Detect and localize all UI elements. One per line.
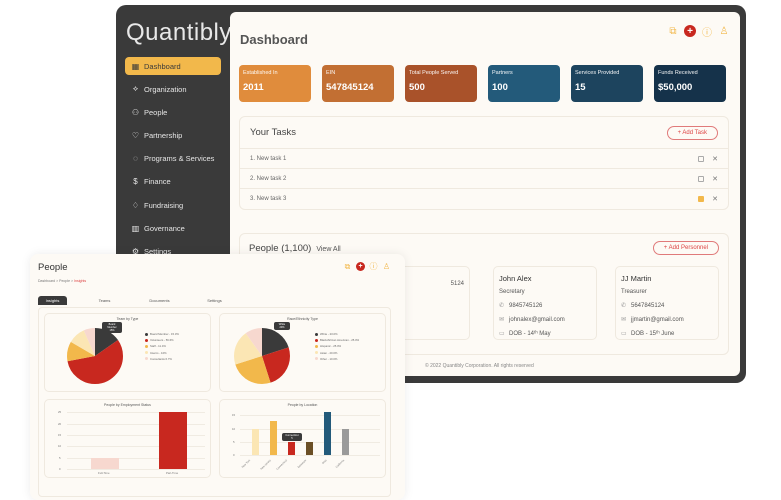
add-task-button[interactable]: + Add Task (666, 125, 718, 140)
phone-icon: ✆ (499, 303, 505, 309)
close-icon[interactable]: ✕ (712, 175, 718, 183)
person-card[interactable]: John Alex Secretary ✆ 9845745126 ✉ johnale… (493, 266, 597, 340)
sidebar-item-people[interactable]: ⚇ People (131, 107, 168, 117)
sidebar-item-fundraising[interactable]: ♢ Fundraising (131, 200, 184, 210)
programs-icon: ◌ (133, 154, 138, 164)
chart-employment-status: People by Employment Status 25 20 15 10 … (44, 399, 211, 478)
person-card[interactable]: JJ Martin Treasurer ✆ 5647845124 ✉ jjmarti… (615, 266, 719, 340)
stat-people-served: Total People Served 500 (405, 65, 477, 102)
sidebar-item-organization[interactable]: ⟡ Organization (132, 84, 187, 94)
people-icon: ⚇ (131, 107, 140, 117)
user-icon[interactable]: ♙ (382, 262, 391, 271)
phone-icon: ✆ (621, 303, 627, 309)
stat-established: Established In 2011 (239, 65, 311, 102)
bar-new-york[interactable] (252, 429, 259, 455)
view-all-link[interactable]: View All (316, 246, 341, 253)
chart-legend: White - 20.0% Black/African American - 2… (315, 332, 359, 363)
sidebar-item-partnership[interactable]: ♡ Partnership (131, 131, 183, 141)
stat-funds: Funds Received $50,000 (654, 65, 726, 102)
bar-delaware[interactable] (306, 442, 313, 455)
sidebar-nav: ▦ Dashboard ⟡ Organization ⚇ People ♡ Partne… (125, 57, 221, 266)
tab-settings[interactable]: Settings (207, 298, 222, 303)
header-icons: ⧉ + ⓘ ♙ (667, 25, 730, 39)
help-icon[interactable]: ⓘ (702, 27, 712, 39)
add-icon[interactable]: + (684, 25, 696, 37)
stat-partners: Partners 100 (488, 65, 560, 102)
organization-icon: ⟡ (132, 84, 139, 94)
chart-people-by-location: People by Location 15 10 5 0 Connecticut… (219, 399, 386, 478)
bar-ohio[interactable] (324, 412, 331, 455)
chart-team-by-type: Team by Type Board Member 15% Board Memb… (44, 313, 211, 392)
task-checkbox[interactable] (698, 196, 705, 202)
mail-icon: ✉ (499, 317, 505, 323)
sidebar: Quantibly ▦ Dashboard ⟡ Organization ⚇ Peop… (116, 5, 232, 383)
chart-tooltip: Board Member 15% (102, 322, 122, 333)
task-row: 3. New task 3 ✕ (250, 196, 718, 203)
bar-california[interactable] (342, 429, 349, 455)
gear-icon: ⚙ (131, 247, 140, 256)
governance-icon: ▥ (131, 223, 140, 233)
dashboard-window: Quantibly ▦ Dashboard ⟡ Organization ⚇ Peop… (116, 5, 746, 383)
handshake-icon: ♡ (131, 131, 140, 141)
dashboard-main: Dashboard ⧉ + ⓘ ♙ Established In 2011 EIN… (230, 12, 740, 376)
help-icon[interactable]: ⓘ (369, 262, 378, 271)
stat-ein: EIN 547845124 (322, 65, 394, 102)
people-insights-window: People Dashboard > People > Insights ⧉ +… (30, 254, 405, 500)
tasks-panel: Your Tasks + Add Task 1. New task 1 ✕ 2.… (239, 116, 729, 210)
sidebar-item-finance[interactable]: $ Finance (125, 173, 221, 191)
sidebar-item-settings[interactable]: ⚙ Settings (131, 247, 172, 256)
people-title: People (1,100) (249, 243, 312, 254)
scan-icon[interactable]: ⧉ (669, 25, 677, 37)
grid-icon: ▦ (131, 61, 140, 71)
chart-legend: Board Member - 15.3% Volunteers - 56.6% … (145, 332, 179, 363)
close-icon[interactable]: ✕ (712, 155, 718, 163)
footer-copyright: © 2022 Quantibly Corporation. All rights… (425, 363, 534, 369)
calendar-icon: ▭ (621, 331, 627, 337)
bar-part-time[interactable] (159, 412, 187, 469)
tabs: Insights Teams Documents Settings (38, 296, 242, 305)
task-row: 1. New task 1 ✕ (240, 149, 728, 169)
task-row: 2. New task 2 ✕ (240, 169, 728, 189)
bar-new-jersey[interactable] (270, 421, 277, 455)
sidebar-item-programs-services[interactable]: ◌ Programs & Services (125, 150, 221, 168)
mail-icon: ✉ (621, 317, 627, 323)
breadcrumb: Dashboard > People > Insights (38, 279, 87, 283)
pie-chart (234, 328, 290, 384)
task-checkbox[interactable] (698, 155, 705, 162)
tasks-title: Your Tasks (250, 127, 296, 138)
dollar-icon: $ (133, 177, 138, 187)
chart-tooltip: White 20% (274, 322, 290, 330)
task-checkbox[interactable] (698, 175, 705, 182)
sidebar-item-dashboard[interactable]: ▦ Dashboard (125, 57, 221, 75)
fundraising-icon: ♢ (131, 200, 140, 210)
pie-chart (67, 328, 123, 384)
sidebar-item-governance[interactable]: ▥ Governance (131, 223, 185, 233)
header-icons: ⧉ + ⓘ ♙ (343, 262, 391, 271)
page-title: People (38, 262, 68, 273)
insights-body: Team by Type Board Member 15% Board Memb… (38, 307, 391, 497)
add-icon[interactable]: + (356, 262, 365, 271)
stats-row: Established In 2011 EIN 547845124 Total Pe… (239, 65, 726, 102)
tab-documents[interactable]: Documents (149, 298, 170, 303)
page-title: Dashboard (240, 32, 308, 47)
bar-connecticut[interactable] (288, 442, 295, 455)
close-icon[interactable]: ✕ (712, 196, 718, 203)
calendar-icon: ▭ (499, 331, 505, 337)
scan-icon[interactable]: ⧉ (344, 261, 351, 271)
bar-full-time[interactable] (91, 458, 119, 469)
user-icon[interactable]: ♙ (719, 25, 729, 37)
add-personnel-button[interactable]: + Add Personnel (652, 241, 719, 255)
tab-insights[interactable]: Insights (38, 296, 67, 305)
tab-teams[interactable]: Teams (98, 298, 111, 303)
stat-services: Services Provided 15 (571, 65, 643, 102)
chart-tooltip: Connecticut 5 (282, 433, 302, 441)
chart-race-ethnicity: Race/Ethnicity Type White 20% White - 20… (219, 313, 386, 392)
app-logo: Quantibly (126, 19, 232, 46)
